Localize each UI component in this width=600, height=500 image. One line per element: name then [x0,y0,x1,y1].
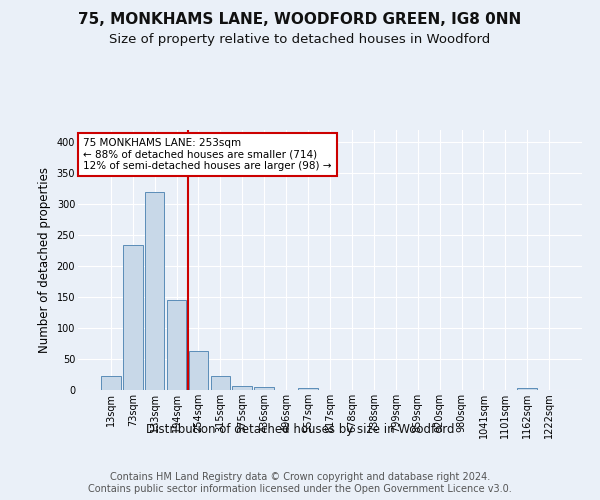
Bar [167,300,187,390]
Bar [232,386,252,390]
Text: Distribution of detached houses by size in Woodford: Distribution of detached houses by size … [146,422,454,436]
Bar [123,244,143,390]
Text: 75 MONKHAMS LANE: 253sqm
← 88% of detached houses are smaller (714)
12% of semi-: 75 MONKHAMS LANE: 253sqm ← 88% of detach… [83,138,332,171]
Bar [145,192,164,390]
Bar [517,388,537,390]
Bar [298,388,318,390]
Bar [101,376,121,390]
Text: Size of property relative to detached houses in Woodford: Size of property relative to detached ho… [109,32,491,46]
Bar [254,387,274,390]
Text: Contains HM Land Registry data © Crown copyright and database right 2024.
Contai: Contains HM Land Registry data © Crown c… [88,472,512,494]
Bar [211,376,230,390]
Bar [188,351,208,390]
Y-axis label: Number of detached properties: Number of detached properties [38,167,51,353]
Text: 75, MONKHAMS LANE, WOODFORD GREEN, IG8 0NN: 75, MONKHAMS LANE, WOODFORD GREEN, IG8 0… [79,12,521,28]
